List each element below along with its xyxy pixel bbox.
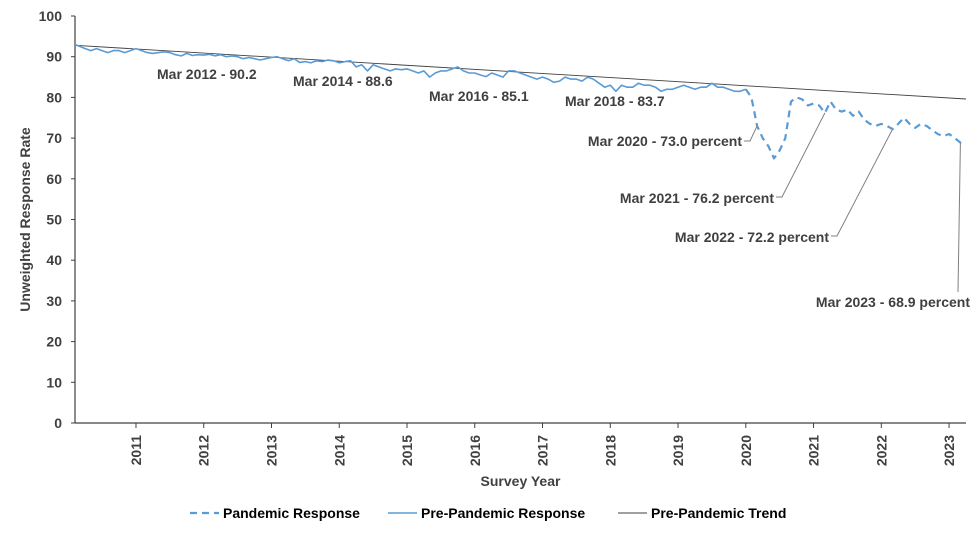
x-tick-label: 2020 — [738, 435, 754, 466]
x-tick-label: 2022 — [873, 435, 889, 466]
series-pre-pandemic-trend-line — [74, 44, 967, 100]
annotation-label: Mar 2016 - 85.1 — [429, 88, 529, 104]
x-tick-label: 2011 — [128, 435, 144, 466]
x-tick-label: 2017 — [535, 435, 551, 466]
y-tick-label: 40 — [46, 252, 62, 268]
plot-area — [74, 43, 967, 160]
legend: Pandemic Response Pre-Pandemic Response Pr… — [190, 505, 786, 521]
x-axis-title: Survey Year — [481, 473, 561, 489]
series-pandemic-response-line — [744, 88, 967, 160]
annotation-label: Mar 2012 - 90.2 — [157, 66, 257, 82]
annotation-leader-line — [957, 142, 961, 293]
y-tick-label: 90 — [46, 49, 62, 65]
x-tick-label: 2019 — [670, 435, 686, 466]
x-tick-label: 2015 — [399, 435, 415, 466]
annotation-label: Mar 2022 - 72.2 percent — [675, 229, 829, 245]
y-axis-title: Unweighted Response Rate — [17, 127, 33, 312]
annotation-label: Mar 2014 - 88.6 — [293, 73, 393, 89]
annotation-leader-line — [744, 125, 758, 142]
annotation-label: Mar 2020 - 73.0 percent — [588, 133, 742, 149]
x-tick-label: 2013 — [263, 435, 279, 466]
y-tick-label: 60 — [46, 171, 62, 187]
annotations: Mar 2012 - 90.2 Mar 2014 - 88.6 Mar 2016 -… — [157, 66, 970, 310]
y-tick-label: 20 — [46, 334, 62, 350]
legend-label: Pre-Pandemic Trend — [651, 505, 786, 521]
legend-label: Pre-Pandemic Response — [421, 505, 585, 521]
annotation-leader-line — [776, 112, 826, 198]
x-tick-label: 2021 — [806, 435, 822, 466]
y-tick-label: 80 — [46, 89, 62, 105]
y-tick-label: 30 — [46, 293, 62, 309]
x-tick-label: 2014 — [331, 435, 347, 466]
annotation-label: Mar 2018 - 83.7 — [565, 93, 665, 109]
x-tick-label: 2016 — [467, 435, 483, 466]
annotation-leader-line — [831, 128, 894, 237]
axes: 0 10 20 30 40 50 60 70 80 90 100 2011 2012 2013 2014 20… — [17, 8, 966, 489]
y-tick-label: 50 — [46, 212, 62, 228]
annotation-label: Mar 2021 - 76.2 percent — [620, 190, 774, 206]
y-tick-label: 100 — [39, 8, 63, 24]
legend-label: Pandemic Response — [223, 505, 360, 521]
y-tick-label: 70 — [46, 130, 62, 146]
x-tick-label: 2018 — [602, 435, 618, 466]
y-tick-label: 10 — [46, 374, 62, 390]
y-tick-label: 0 — [54, 415, 62, 431]
series-pre-pandemic-response-line — [74, 43, 747, 93]
x-tick-label: 2012 — [196, 435, 212, 466]
x-tick-label: 2023 — [941, 435, 957, 466]
annotation-label: Mar 2023 - 68.9 percent — [816, 294, 970, 310]
